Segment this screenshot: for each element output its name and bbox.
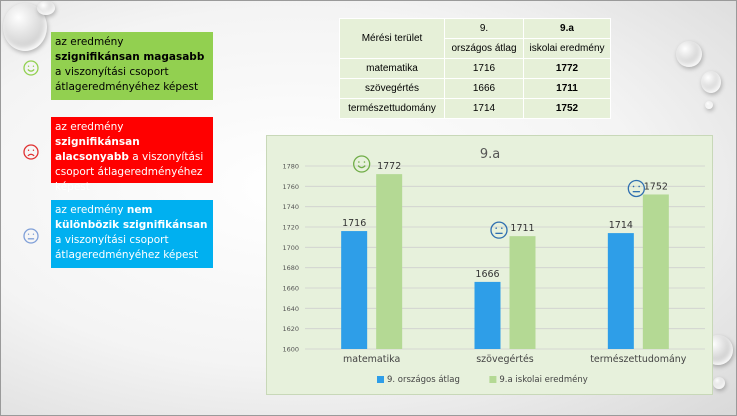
table-cell-national: 1716: [444, 58, 524, 79]
neutral-face-icon: [627, 179, 645, 198]
legend-label: 9.a iskolai eredmény: [499, 374, 587, 385]
bar-national: [607, 233, 634, 349]
table-cell-school: 1772: [523, 58, 611, 79]
y-tick-label: 1660: [282, 285, 299, 293]
results-table: Mérési terület 9. 9.a országos átlag isk…: [339, 18, 611, 119]
chart-title: 9.a: [480, 147, 500, 162]
water-drop-decoration: [701, 71, 721, 93]
table-header-area: Mérési terület: [339, 18, 445, 59]
legend-swatch: [377, 376, 384, 383]
water-drop-decoration: [713, 377, 725, 389]
neutral-face-icon: [490, 221, 508, 239]
data-label: 1752: [644, 181, 668, 192]
y-tick-label: 1640: [282, 305, 299, 313]
legend-item-sad: az eredmény szignifikánsan alacsonyabb a…: [51, 117, 213, 193]
legend-item-happy: az eredmény szignifikánsan magasabb a vi…: [51, 32, 213, 100]
table-header-grade: 9.: [444, 18, 524, 39]
neutral-face-icon: [23, 228, 39, 244]
table-row: szövegértés 1666 1711: [339, 78, 611, 99]
y-tick-label: 1740: [282, 203, 299, 211]
bar-school: [642, 194, 669, 349]
y-tick-label: 1620: [282, 325, 299, 333]
table-cell-school: 1752: [523, 98, 611, 119]
legend-text-part: nem különbözik szignifikánsan: [55, 204, 208, 231]
table-subheader-row: országos átlag iskolai eredmény: [340, 38, 611, 59]
water-drop-decoration: [705, 101, 713, 109]
legend-text-part: a viszonyítási csoport átlageredményéhez…: [55, 66, 199, 93]
sad-face-icon: [23, 144, 39, 160]
legend-text-part: szignifikánsan alacsonyabb: [55, 136, 140, 163]
y-tick-label: 1780: [282, 163, 299, 171]
legend-entry: 9.a iskolai eredmény: [489, 374, 588, 385]
table-cell-national: 1714: [444, 98, 524, 119]
y-tick-label: 1760: [282, 183, 299, 191]
table-cell-area: szövegértés: [339, 78, 445, 99]
data-label: 1716: [342, 218, 366, 229]
data-label: 1714: [609, 220, 633, 231]
x-tick-label: matematika: [343, 354, 400, 365]
table-header-national: országos átlag: [444, 38, 524, 59]
table-cell-school: 1711: [523, 78, 611, 99]
table-cell-area: természettudomány: [339, 98, 445, 119]
table-header-school: iskolai eredmény: [523, 38, 611, 59]
data-label: 1666: [475, 269, 499, 280]
legend-text-part: a viszonyítási csoport átlageredményéhez…: [55, 151, 204, 193]
legend-swatch: [489, 376, 497, 383]
table-header-class: 9.a: [523, 18, 611, 39]
neutral-face-icon: [23, 228, 39, 244]
y-tick-label: 1720: [282, 224, 299, 232]
y-tick-label: 1700: [282, 244, 299, 252]
bar-school: [376, 174, 403, 349]
legend-text-part: az eredmény: [55, 121, 124, 133]
legend-text-part: a viszonyítási csoport átlageredményéhez…: [55, 234, 199, 261]
y-tick-label: 1600: [282, 346, 299, 354]
table-row: természettudomány 1714 1752: [339, 98, 611, 119]
legend-item-neutral: az eredmény nem különbözik szignifikánsa…: [51, 200, 213, 268]
bar-chart: 9.a 1600 1620 1640 1660 1680 1700 1720 1740 1760 1…: [266, 135, 713, 395]
data-label: 1772: [377, 161, 401, 172]
happy-face-icon: [353, 155, 371, 173]
table-row: matematika 1716 1772: [339, 58, 611, 79]
chart-svg: 9.a 1600 1620 1640 1660 1680 1700 1720 1740 1760 1…: [282, 147, 705, 385]
table-header-row: Mérési terület 9. 9.a: [339, 18, 611, 59]
happy-face-icon: [23, 60, 39, 76]
water-drop-decoration: [37, 1, 55, 15]
bar-national: [474, 281, 501, 349]
legend-label: 9. országos átlag: [387, 375, 460, 385]
table-cell-national: 1666: [444, 78, 524, 99]
bar-national: [341, 231, 368, 349]
water-drop-decoration: [676, 41, 702, 67]
x-tick-label: szövegértés: [476, 354, 534, 365]
y-tick-label: 1680: [282, 264, 299, 272]
legend-text-part: az eredmény: [55, 204, 127, 216]
x-tick-label: természettudomány: [590, 354, 687, 365]
legend-text-part: szignifikánsan magasabb: [55, 51, 205, 63]
happy-face-icon: [23, 60, 39, 76]
table-cell-area: matematika: [339, 58, 445, 79]
data-label: 1711: [510, 223, 534, 234]
sad-face-icon: [23, 144, 39, 160]
bar-school: [509, 236, 536, 349]
legend-entry: 9. országos átlag: [377, 375, 460, 385]
legend-text-part: az eredmény: [55, 36, 124, 48]
